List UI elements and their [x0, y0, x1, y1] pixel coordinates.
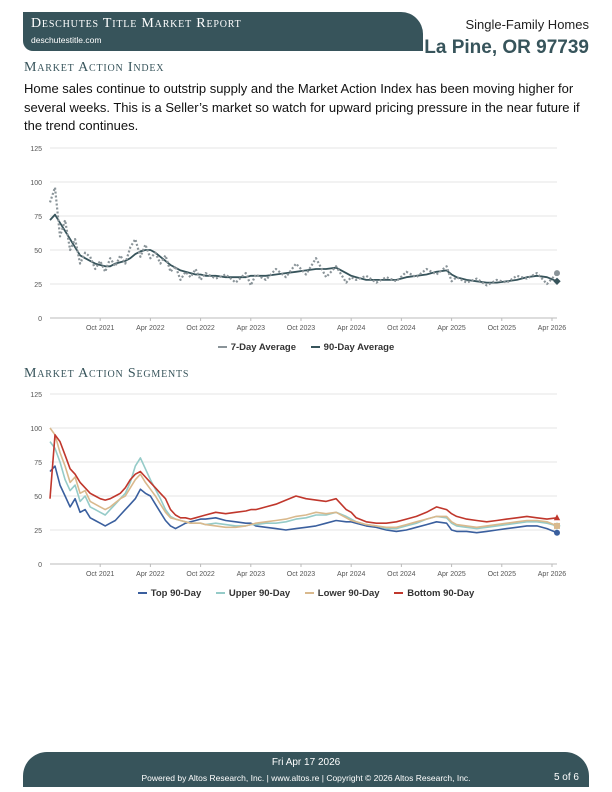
y-tick-label: 75	[34, 460, 42, 467]
footer: Fri Apr 17 2026 Powered by Altos Researc…	[23, 752, 589, 787]
y-tick-label: 0	[38, 562, 42, 569]
x-tick-label: Oct 2025	[488, 571, 517, 578]
x-tick-label: Oct 2023	[287, 571, 316, 578]
legend-swatch-bottom	[394, 592, 404, 595]
x-tick-label: Apr 2023	[237, 571, 266, 578]
market-action-index-chart: 0 25 50 75 100 125 Oct 2021 Apr 2022 Oct 2022 Apr…	[30, 146, 567, 332]
report-title: Deschutes Title Market Report	[31, 16, 242, 31]
x-tick-label: Apr 2025	[437, 571, 466, 578]
x-tick-label: Apr 2024	[337, 325, 366, 332]
legend-label-bottom: Bottom 90-Day	[407, 588, 475, 599]
y-tick-label: 50	[34, 494, 42, 501]
legend-label-7-day: 7-Day Average	[230, 342, 297, 353]
x-tick-label: Oct 2022	[186, 325, 215, 332]
x-tick-label: Apr 2025	[437, 325, 466, 332]
legend-label-lower: Lower 90-Day	[317, 588, 380, 599]
y-tick-label: 0	[38, 316, 42, 323]
x-tick-label: Oct 2023	[287, 325, 316, 332]
legend-swatch-top	[137, 592, 147, 595]
legend-label-90-day: 90-Day Average	[323, 342, 395, 353]
segments-legend: Top 90-Day Upper 90-Day Lower 90-Day Bot…	[0, 588, 612, 599]
legend-swatch-upper	[215, 592, 225, 595]
segments-title: Market Action Segments	[24, 366, 190, 381]
series-line-7-day-average	[48, 186, 558, 287]
location-title: La Pine, OR 97739	[424, 37, 589, 58]
y-tick-label: 25	[34, 528, 42, 535]
x-tick-label: Apr 2026	[538, 325, 567, 332]
property-type: Single-Family Homes	[465, 17, 589, 32]
series-line-bottom-90-day	[49, 433, 558, 524]
y-tick-label: 125	[30, 146, 42, 153]
market-action-legend: 7-Day Average 90-Day Average	[0, 342, 612, 353]
series-line-top-90-day	[49, 465, 558, 534]
legend-label-upper: Upper 90-Day	[228, 588, 291, 599]
legend-label-top: Top 90-Day	[150, 588, 202, 599]
legend-item-7-day: 7-Day Average	[217, 342, 297, 353]
x-tick-label: Apr 2022	[136, 571, 165, 578]
footer-date: Fri Apr 17 2026	[271, 757, 341, 768]
series-line-lower-90-day	[49, 427, 558, 529]
y-tick-label: 125	[30, 392, 42, 399]
legend-swatch-7-day	[217, 346, 227, 349]
x-tick-label: Apr 2026	[538, 571, 567, 578]
x-tick-label: Apr 2023	[237, 325, 266, 332]
market-action-segments-chart: 0 25 50 75 100 125 Oct 2021 Apr 2022 Oct 2022 Apr…	[30, 392, 567, 578]
legend-item-lower: Lower 90-Day	[304, 588, 380, 599]
x-tick-label: Oct 2024	[387, 325, 416, 332]
market-action-title: Market Action Index	[24, 60, 165, 75]
y-tick-label: 75	[34, 214, 42, 221]
header-band: Deschutes Title Market Report deschutest…	[23, 12, 423, 51]
y-tick-label: 50	[34, 248, 42, 255]
x-tick-label: Oct 2024	[387, 571, 416, 578]
legend-item-90-day: 90-Day Average	[310, 342, 395, 353]
x-tick-label: Oct 2021	[86, 325, 115, 332]
legend-swatch-90-day	[310, 346, 320, 349]
x-tick-label: Oct 2022	[186, 571, 215, 578]
legend-swatch-lower	[304, 592, 314, 595]
series-end-marker-bottom-90-day	[553, 514, 561, 521]
series-end-marker-top-90-day	[554, 529, 560, 536]
x-tick-label: Apr 2024	[337, 571, 366, 578]
series-line-90-day-average	[49, 213, 558, 284]
series-end-marker-7-day-average	[554, 270, 560, 277]
y-tick-label: 100	[30, 180, 42, 187]
series-end-marker-lower-90-day	[554, 522, 560, 529]
y-tick-label: 100	[30, 426, 42, 433]
x-tick-label: Oct 2025	[488, 325, 517, 332]
x-tick-label: Apr 2022	[136, 325, 165, 332]
footer-copyright: Powered by Altos Research, Inc. | www.al…	[141, 773, 471, 783]
series-end-marker-90-day-average	[553, 277, 561, 285]
page-number: 5 of 6	[553, 772, 579, 783]
legend-item-upper: Upper 90-Day	[215, 588, 291, 599]
market-action-description: Home sales continue to outstrip supply a…	[24, 81, 580, 133]
legend-item-bottom: Bottom 90-Day	[394, 588, 474, 599]
legend-item-top: Top 90-Day	[137, 588, 202, 599]
x-tick-label: Oct 2021	[86, 571, 115, 578]
website-link[interactable]: deschutestitle.com	[31, 35, 102, 45]
y-tick-label: 25	[34, 282, 42, 289]
